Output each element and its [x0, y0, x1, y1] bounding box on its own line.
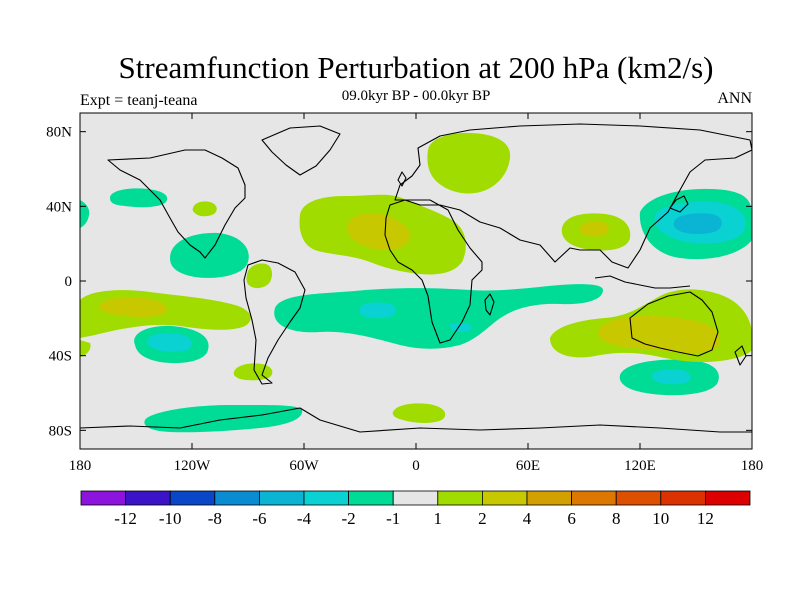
coast-africa — [384, 199, 483, 344]
colorbar-swatch — [571, 490, 617, 506]
colorbar-swatch — [526, 490, 572, 506]
colorbar-swatch — [214, 490, 260, 506]
coast-south-america — [243, 259, 306, 385]
experiment-label: Expt = teanj-teana — [80, 92, 198, 109]
colorbar-label: 6 — [567, 509, 576, 528]
colorbar-swatch — [348, 490, 394, 506]
lon-tick-label: 180 — [741, 458, 764, 474]
colorbar-label: -10 — [159, 509, 182, 528]
field-nw-pacific-small — [110, 188, 168, 208]
colorbar-swatch — [80, 490, 126, 506]
colorbar-label: -4 — [297, 509, 312, 528]
field-s-asia-core — [579, 221, 609, 237]
lat-tick-label: 80N — [46, 125, 72, 141]
field-w-edge — [80, 200, 90, 228]
field-s-pacific-core-high — [99, 297, 167, 317]
coast-australia — [629, 291, 719, 357]
lon-tick-label: 180 — [69, 458, 92, 474]
field-n-america-high — [192, 201, 217, 217]
colorbar-swatch — [303, 490, 349, 506]
lon-tick-label: 0 — [412, 458, 420, 474]
field-s-pacific-core — [147, 333, 192, 353]
axis-ticks: 80N 40N 0 40S 80S 180 120W 60W 0 60E 120E 180 — [46, 113, 763, 474]
period-label: 09.0kyr BP - 00.0kyr BP — [341, 88, 491, 104]
colorbar-label: -8 — [208, 509, 222, 528]
coast-madagascar — [484, 293, 495, 316]
colorbar-swatch — [392, 490, 439, 506]
plot-title: Streamfunction Perturbation at 200 hPa (… — [118, 50, 714, 85]
lon-tick-label: 60E — [516, 458, 540, 474]
lon-tick-label: 60W — [289, 458, 319, 474]
coast-uk — [397, 171, 407, 187]
field-indian-core — [449, 322, 472, 332]
colorbar-label: 4 — [523, 509, 532, 528]
field-australia-core — [598, 316, 721, 354]
field-atlantic-core — [359, 302, 397, 319]
colorbar: -12 -10 -8 -6 -4 -2 -1 1 2 4 6 8 10 12 — [80, 490, 751, 528]
coast-north-america — [107, 149, 246, 259]
field-amazon-high — [246, 263, 273, 289]
colorbar-label: 2 — [478, 509, 487, 528]
field-n-africa-core — [347, 213, 411, 250]
colorbar-swatch — [705, 490, 751, 506]
colorbar-swatch — [437, 490, 483, 506]
lat-tick-label: 80S — [49, 423, 72, 439]
colorbar-label: -2 — [342, 509, 356, 528]
coast-japan — [669, 195, 689, 213]
colorbar-label: 1 — [434, 509, 443, 528]
colorbar-swatch — [615, 490, 662, 506]
coast-greenland — [261, 125, 341, 176]
coast-antarctica — [80, 407, 752, 433]
field-s-subtropic-belt — [274, 284, 603, 349]
map-area — [80, 113, 752, 449]
colorbar-swatch — [660, 490, 706, 506]
lon-tick-label: 120W — [174, 458, 212, 474]
field-scandinavia-high — [427, 132, 511, 194]
field-s-indian-core — [651, 369, 691, 385]
field-nw-pacific-deep — [673, 213, 722, 235]
lat-tick-label: 40N — [46, 199, 72, 215]
map-background — [80, 113, 752, 449]
colorbar-label: -1 — [386, 509, 400, 528]
field-layer-pos2 — [99, 213, 721, 354]
field-s-atlantic-high — [392, 403, 446, 423]
colorbar-label: 10 — [652, 509, 669, 528]
field-southern-ocean-low — [144, 404, 303, 433]
coast-indonesia — [594, 275, 691, 289]
coast-eurasia — [394, 123, 752, 269]
coastlines — [80, 123, 752, 433]
lat-tick-label: 0 — [65, 274, 73, 290]
colorbar-swatch — [258, 490, 305, 506]
field-w-edge-high — [80, 340, 91, 357]
lat-tick-label: 40S — [49, 349, 72, 365]
colorbar-label: -12 — [114, 509, 137, 528]
colorbar-swatch — [481, 490, 528, 506]
colorbar-label: -6 — [252, 509, 266, 528]
colorbar-label: 8 — [612, 509, 621, 528]
colorbar-swatch — [169, 490, 216, 506]
lon-tick-label: 120E — [624, 458, 656, 474]
field-layer-neg4 — [673, 213, 722, 235]
colorbar-label: 12 — [697, 509, 714, 528]
season-label: ANN — [717, 90, 752, 107]
colorbar-swatch — [125, 490, 171, 506]
